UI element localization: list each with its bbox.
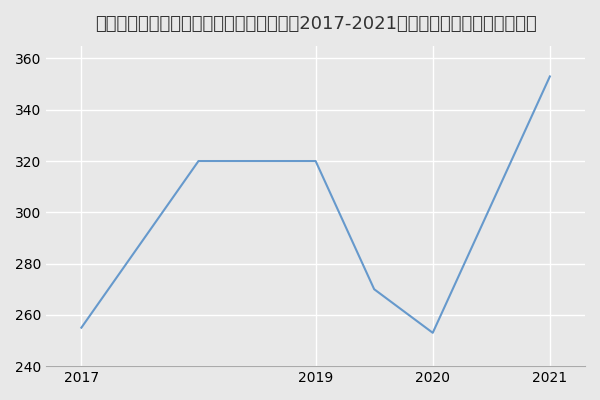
Title: 四川农业大学林学院园林植物与观赏园艺（2017-2021历年复试）研究生录取分数线: 四川农业大学林学院园林植物与观赏园艺（2017-2021历年复试）研究生录取分数…: [95, 15, 536, 33]
